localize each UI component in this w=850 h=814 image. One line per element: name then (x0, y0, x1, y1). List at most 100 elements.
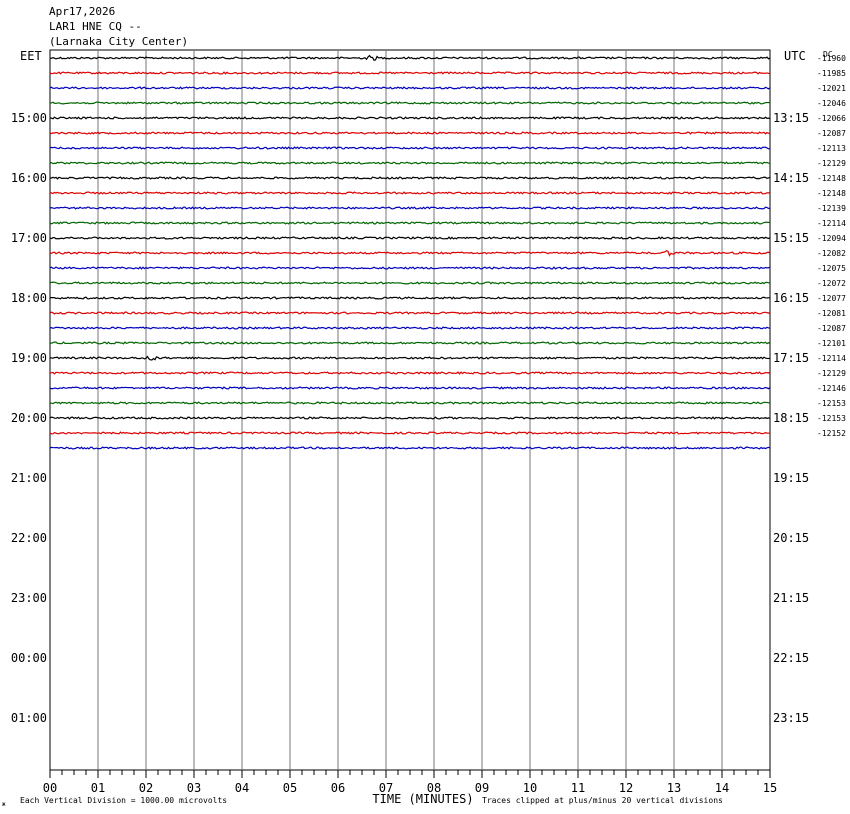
left-hour-label: 16:00 (11, 171, 47, 185)
seismic-trace (49, 281, 771, 285)
trace-offset-label: -12114 (817, 219, 846, 228)
right-hour-label: 17:15 (773, 351, 809, 365)
trace-offset-label: -12153 (817, 414, 846, 423)
seismic-trace (49, 341, 771, 345)
seismic-trace (49, 71, 771, 75)
trace-offset-label: -12129 (817, 369, 846, 378)
trace-offset-label: -12114 (817, 354, 846, 363)
left-hour-label: 17:00 (11, 231, 47, 245)
x-tick-label: 01 (91, 781, 105, 795)
seismic-trace (49, 296, 771, 300)
left-timezone-label: EET (20, 49, 42, 63)
seismic-trace (49, 131, 771, 135)
trace-offset-label: -12148 (817, 189, 846, 198)
x-tick-label: 15 (763, 781, 777, 795)
trace-offset-label: -12072 (817, 279, 846, 288)
corner-mark: ж (2, 801, 6, 808)
station-label: LAR1 HNE CQ -- (49, 20, 142, 33)
trace-offset-label: -12146 (817, 384, 846, 393)
seismic-trace (49, 386, 771, 390)
trace-offset-label: -12046 (817, 99, 846, 108)
x-tick-label: 12 (619, 781, 633, 795)
trace-offset-label: -12113 (817, 144, 846, 153)
seismic-trace (49, 355, 771, 361)
traces (49, 54, 771, 450)
left-hour-label: 20:00 (11, 411, 47, 425)
seismic-trace (49, 326, 771, 330)
trace-offset-label: -11985 (817, 69, 846, 78)
x-tick-label: 03 (187, 781, 201, 795)
x-tick-label: 02 (139, 781, 153, 795)
left-hour-label: 23:00 (11, 591, 47, 605)
right-hour-label: 20:15 (773, 531, 809, 545)
trace-offset-label: -11960 (817, 54, 846, 63)
seismic-trace (49, 161, 771, 165)
x-tick-label: 13 (667, 781, 681, 795)
trace-offset-label: -12101 (817, 339, 846, 348)
x-tick-label: 04 (235, 781, 249, 795)
seismic-trace (49, 266, 771, 270)
x-tick-label: 00 (43, 781, 57, 795)
trace-offset-label: -12152 (817, 429, 846, 438)
trace-offset-label: -12148 (817, 174, 846, 183)
trace-offset-label: -12075 (817, 264, 846, 273)
x-tick-label: 09 (475, 781, 489, 795)
x-tick-label: 06 (331, 781, 345, 795)
seismic-trace (49, 54, 771, 61)
labels: 15:00 16:00 17:00 18:00 19:00 20:00 21:00 22:00… (2, 49, 846, 808)
left-hour-label: 15:00 (11, 111, 47, 125)
seismic-trace (49, 86, 771, 90)
seismic-trace (49, 206, 771, 210)
x-tick-label: 05 (283, 781, 297, 795)
seismic-trace (49, 311, 771, 315)
right-hour-label: 13:15 (773, 111, 809, 125)
seismic-trace (49, 191, 771, 195)
footer-clip-note: Traces clipped at plus/minus 20 vertical… (482, 796, 723, 805)
left-hour-label: 19:00 (11, 351, 47, 365)
footer-scale-note: Each Vertical Division = 1000.00 microvo… (20, 796, 227, 805)
plot-frame (49, 49, 771, 771)
x-tick-label: 11 (571, 781, 585, 795)
seismic-trace (49, 101, 771, 105)
left-hour-label: 01:00 (11, 711, 47, 725)
seismic-trace (50, 176, 771, 180)
left-hour-label: 21:00 (11, 471, 47, 485)
trace-offset-label: -12094 (817, 234, 846, 243)
right-hour-label: 19:15 (773, 471, 809, 485)
x-tick-label: 08 (427, 781, 441, 795)
x-axis-label: TIME (MINUTES) (372, 792, 473, 806)
trace-offset-label: -12077 (817, 294, 846, 303)
dc-label: DC (823, 50, 833, 59)
right-hour-label: 14:15 (773, 171, 809, 185)
right-hour-label: 21:15 (773, 591, 809, 605)
seismic-trace (49, 116, 771, 120)
seismic-trace (49, 146, 771, 150)
seismic-trace (49, 236, 771, 240)
seismic-trace (49, 221, 771, 225)
grid (49, 49, 771, 778)
trace-offset-label: -12153 (817, 399, 846, 408)
right-hour-label: 15:15 (773, 231, 809, 245)
x-tick-label: 07 (379, 781, 393, 795)
left-hour-label: 00:00 (11, 651, 47, 665)
x-tick-label: 10 (523, 781, 537, 795)
seismic-trace (49, 371, 771, 375)
right-hour-label: 18:15 (773, 411, 809, 425)
seismic-trace (49, 416, 771, 420)
location-label: (Larnaka City Center) (49, 35, 189, 48)
trace-offset-label: -12081 (817, 309, 846, 318)
trace-offset-label: -12066 (817, 114, 846, 123)
trace-offset-label: -12021 (817, 84, 846, 93)
seismic-trace (49, 431, 771, 435)
seismic-trace (49, 250, 771, 257)
right-timezone-label: UTC (784, 49, 806, 63)
right-hour-label: 23:15 (773, 711, 809, 725)
trace-offset-label: -12087 (817, 129, 846, 138)
x-tick-label: 14 (715, 781, 729, 795)
seismic-trace (49, 401, 771, 405)
trace-offset-label: -12082 (817, 249, 846, 258)
trace-offset-label: -12129 (817, 159, 846, 168)
seismic-trace (49, 446, 771, 450)
right-hour-label: 16:15 (773, 291, 809, 305)
